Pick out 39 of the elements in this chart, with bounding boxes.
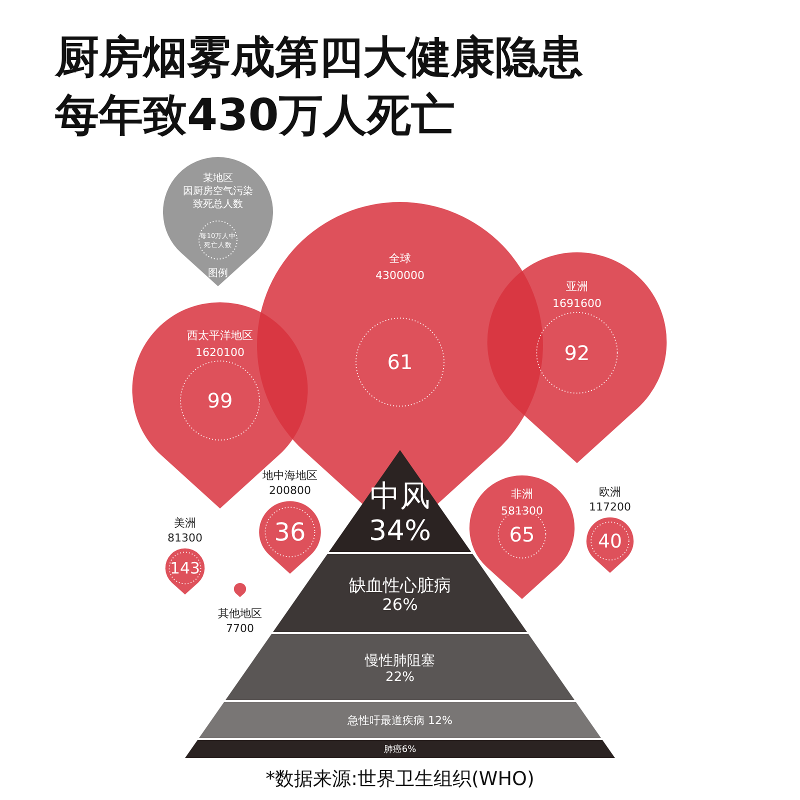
data-label: 581300	[501, 504, 543, 518]
data-label: 200800	[269, 484, 311, 498]
text: 某地区	[203, 172, 233, 184]
category-label: 急性吁最道疾病	[348, 714, 425, 727]
category-label: 地中海地区	[262, 469, 318, 482]
text: 每年致430万人死亡	[54, 90, 455, 141]
category-label: 非洲	[511, 488, 533, 501]
data-label: 1691600	[552, 296, 602, 310]
category-label: 全球	[389, 252, 411, 266]
data-label: 40	[598, 530, 622, 553]
data-label: 143	[170, 558, 200, 578]
data-label: 1620100	[196, 346, 244, 360]
category-label: 其他地区	[218, 607, 262, 620]
category-label: 美洲	[174, 516, 196, 530]
text: 图例	[208, 268, 228, 279]
data-label: 7700	[226, 622, 254, 636]
category-label: 肺癌	[384, 745, 402, 756]
category-label: 中风	[370, 479, 430, 514]
category-label: 欧洲	[599, 485, 621, 498]
text: 厨房烟雾成第四大健康隐患	[54, 32, 583, 83]
data-label: 4300000	[376, 269, 424, 282]
data-label: 61	[387, 350, 413, 374]
category-label: 慢性肺阻塞	[364, 653, 435, 669]
data-label: 65	[509, 522, 535, 546]
data-label: 22%	[386, 670, 414, 685]
data-label: 99	[207, 388, 233, 413]
data-label: 26%	[382, 595, 418, 614]
text: *数据来源:世界卫生组织(WHO)	[266, 768, 534, 790]
category-label: 西太平洋地区	[187, 329, 253, 342]
category-label: 缺血性心脏病	[349, 576, 451, 596]
data-label: 34%	[368, 514, 432, 547]
data-label: 6%	[402, 745, 416, 756]
data-label: 81300	[168, 531, 202, 544]
text: 因厨房空气污染致死总人数	[183, 185, 253, 210]
data-label: 117200	[589, 500, 631, 514]
data-label: 12%	[428, 714, 452, 727]
data-label: 36	[274, 518, 306, 547]
category-label: 亚洲	[566, 280, 588, 293]
data-label: 92	[564, 340, 590, 365]
